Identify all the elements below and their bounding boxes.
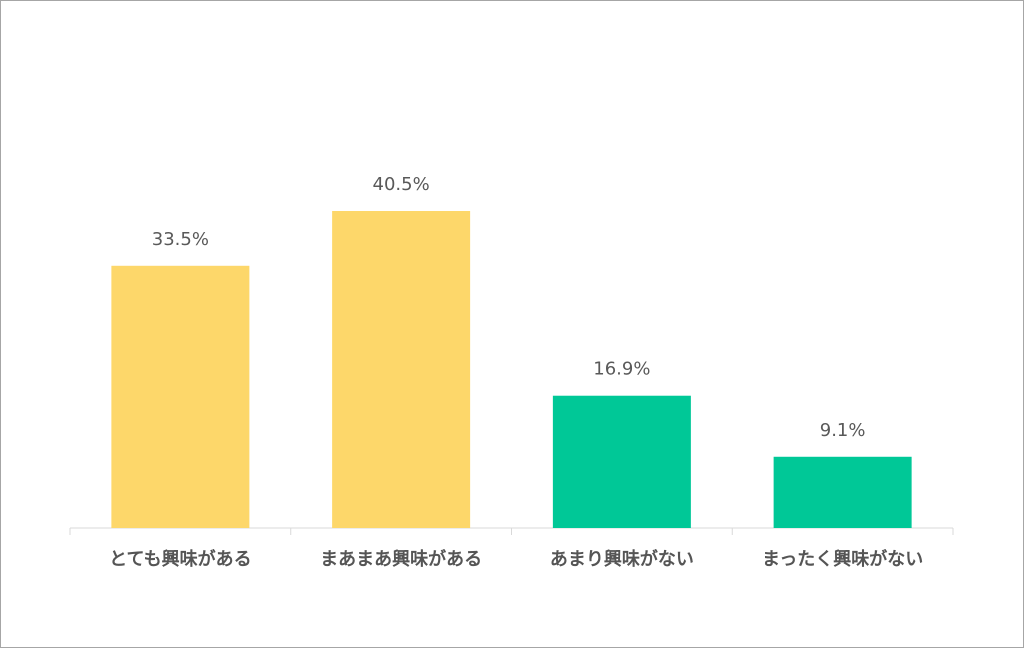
bar bbox=[773, 456, 912, 528]
value-label: 9.1% bbox=[820, 420, 866, 441]
x-tick-label: まったく興味がない bbox=[762, 548, 923, 570]
bar bbox=[552, 395, 691, 528]
x-tick-label: まあまあ興味がある bbox=[320, 548, 482, 570]
x-tick-label: とても興味がある bbox=[109, 548, 252, 570]
x-tick-label: あまり興味がない bbox=[550, 548, 694, 570]
value-label: 33.5% bbox=[152, 229, 209, 250]
bar bbox=[332, 211, 471, 528]
bar bbox=[111, 265, 250, 528]
value-label: 16.9% bbox=[593, 359, 650, 380]
value-label: 40.5% bbox=[373, 174, 430, 195]
